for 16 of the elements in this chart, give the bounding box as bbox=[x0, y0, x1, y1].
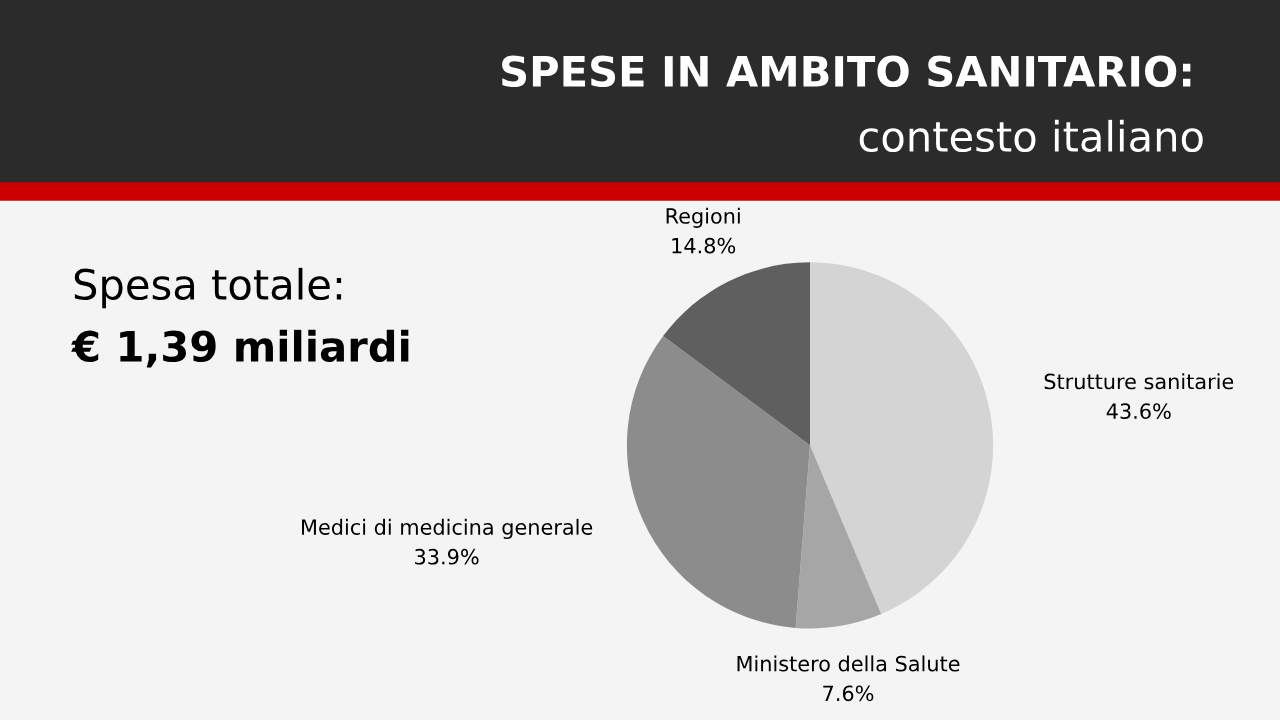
chart-subtitle: contesto italiano bbox=[859, 119, 1203, 153]
data-label: 43.6% bbox=[1106, 403, 1171, 420]
pie-slice bbox=[626, 336, 810, 628]
data-label: 33.9% bbox=[415, 548, 479, 565]
pie-slice bbox=[810, 262, 994, 615]
data-label: 7.6% bbox=[823, 685, 874, 702]
data-label: 14.8% bbox=[672, 237, 736, 254]
pie-slice bbox=[663, 262, 810, 446]
slice-label: Medici di medicina generale bbox=[302, 518, 593, 539]
slice-label: Regioni bbox=[666, 207, 740, 228]
text: € 1,39 miliardi bbox=[71, 329, 409, 368]
slice-label: Ministero della Salute bbox=[737, 655, 960, 672]
pie-slice bbox=[795, 445, 882, 629]
chart-title: SPESE IN AMBITO SANITARIO: bbox=[502, 55, 1191, 88]
slice-label: Strutture sanitarie bbox=[1044, 373, 1234, 390]
text: Spesa totale: bbox=[74, 267, 342, 309]
